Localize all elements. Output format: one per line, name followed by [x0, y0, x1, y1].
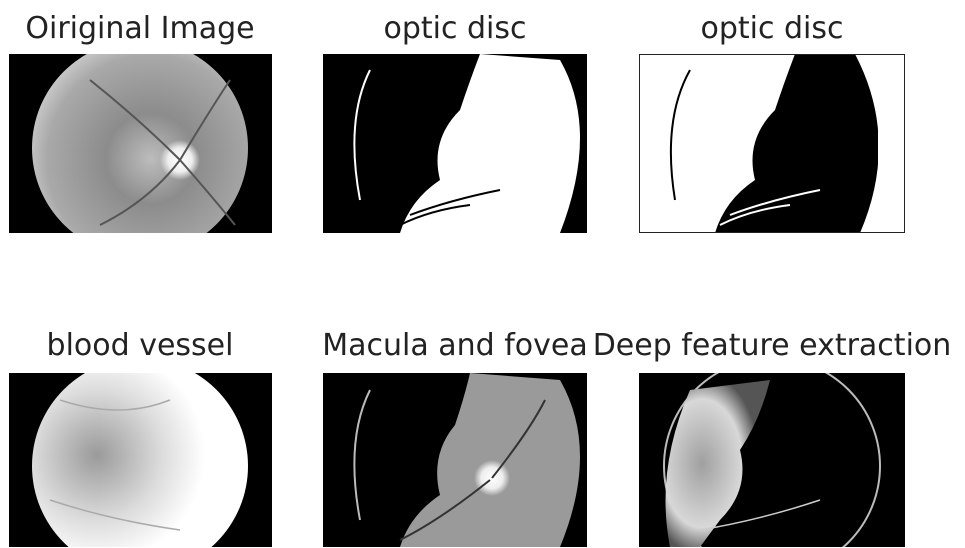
- panel-title: Deep feature extraction: [593, 328, 952, 363]
- panel-title: Oiriginal Image: [25, 11, 254, 46]
- panel-title: optic disc: [700, 11, 843, 46]
- image-original: [9, 54, 272, 233]
- panel-title: optic disc: [383, 11, 526, 46]
- image-optic-disc-inverted: [639, 54, 905, 233]
- panel-title: Macula and fovea: [322, 328, 588, 363]
- image-blood-vessel: [9, 373, 272, 547]
- frame: [639, 54, 905, 233]
- image-deep-features: [639, 373, 905, 547]
- panel-title: blood vessel: [47, 328, 234, 363]
- image-macula: [323, 373, 587, 547]
- image-optic-disc: [323, 54, 587, 233]
